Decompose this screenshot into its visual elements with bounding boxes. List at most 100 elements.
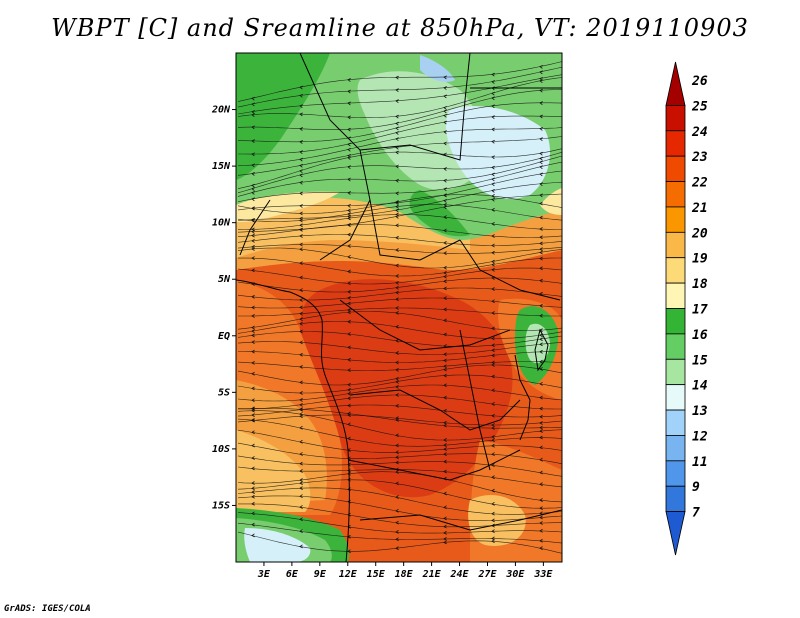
lon-tick-label: 3E xyxy=(257,569,271,580)
field-north-18b xyxy=(540,188,562,215)
streamline-arrow xyxy=(299,544,303,549)
streamline-arrow xyxy=(299,517,303,522)
colorbar-label: 19 xyxy=(692,252,708,267)
streamline xyxy=(237,267,562,285)
streamline-arrow xyxy=(443,469,447,474)
streamline-arrow xyxy=(395,433,399,438)
streamline-arrow xyxy=(491,539,495,544)
streamline-arrow xyxy=(539,137,543,141)
streamline-arrow xyxy=(539,546,543,550)
streamline-arrow xyxy=(395,297,399,302)
streamline xyxy=(237,74,562,115)
colorbar-swatch xyxy=(665,181,686,208)
streamline-arrow xyxy=(299,412,303,416)
streamline-arrow xyxy=(299,157,303,162)
streamline-arrow xyxy=(443,94,447,99)
streamline-arrow xyxy=(539,414,543,419)
streamline-arrow xyxy=(539,445,543,450)
streamline xyxy=(237,287,562,301)
streamline xyxy=(237,247,562,269)
colorbar-label: 9 xyxy=(692,480,700,495)
streamline-arrow xyxy=(299,305,303,310)
streamline-arrow xyxy=(299,85,303,90)
lat-tick-label: 10S xyxy=(212,444,230,455)
streamline xyxy=(237,414,562,426)
streamline-arrow xyxy=(299,261,303,266)
streamline-arrow xyxy=(539,165,543,170)
streamline-arrow xyxy=(443,307,447,312)
streamline-arrow xyxy=(251,418,255,422)
streamline-arrow xyxy=(539,521,543,525)
streamline-arrow xyxy=(299,439,303,444)
streamline-arrow xyxy=(539,235,543,240)
streamline-arrow xyxy=(251,349,255,354)
streamline-arrow xyxy=(491,182,495,187)
streamline-arrow xyxy=(443,240,447,245)
streamline-arrow xyxy=(539,313,543,318)
footer-credit: GrADS: IGES/COLA xyxy=(4,604,91,614)
field-north-14 xyxy=(445,106,550,199)
streamline-arrow xyxy=(347,512,351,517)
streamline-arrow xyxy=(395,376,399,381)
field-west-20 xyxy=(236,430,311,512)
streamline xyxy=(237,89,562,131)
streamline-arrow xyxy=(299,425,303,430)
streamline-arrow xyxy=(251,533,255,538)
streamline-arrow xyxy=(395,460,399,465)
streamline xyxy=(237,155,562,197)
streamline-arrow xyxy=(539,457,543,462)
border-segment xyxy=(349,389,521,431)
streamline-arrow xyxy=(443,75,447,80)
streamline-arrow xyxy=(299,486,303,490)
streamline xyxy=(238,503,562,528)
streamline-arrow xyxy=(395,212,399,217)
streamline-arrow xyxy=(443,109,447,114)
streamline-arrow xyxy=(251,294,255,299)
streamline-arrow xyxy=(299,380,303,385)
colorbar-swatch xyxy=(665,231,686,259)
streamline-arrow xyxy=(491,299,495,304)
border-segment xyxy=(359,53,471,161)
streamline-arrow xyxy=(251,172,255,176)
colorbar-label: 16 xyxy=(692,328,708,343)
streamline-arrow xyxy=(299,191,303,196)
streamline-arrow xyxy=(443,318,447,323)
border-segment xyxy=(339,299,511,351)
streamline xyxy=(237,418,562,447)
streamline-arrow xyxy=(443,420,447,425)
streamline-arrow xyxy=(491,207,495,212)
streamline-arrow xyxy=(539,337,543,342)
streamline-arrow xyxy=(443,193,447,198)
streamline-arrow xyxy=(395,338,399,343)
streamline-arrow xyxy=(347,115,351,120)
streamline-arrow xyxy=(491,348,495,353)
lon-tick-label: 33E xyxy=(533,569,553,580)
streamline-arrow xyxy=(491,91,495,96)
streamline-arrow xyxy=(491,127,495,132)
streamline-arrow xyxy=(251,191,255,195)
streamline xyxy=(237,384,562,402)
streamline-arrow xyxy=(395,495,399,499)
streamline-arrow xyxy=(491,262,495,267)
streamline-arrow xyxy=(539,101,543,105)
streamline-arrow xyxy=(251,413,255,417)
streamline-arrow xyxy=(443,516,447,521)
streamline-arrow xyxy=(443,167,447,171)
streamline xyxy=(237,341,562,355)
streamline-arrow xyxy=(539,79,543,84)
streamline-arrow xyxy=(299,247,303,252)
streamline-arrow xyxy=(347,203,351,208)
colorbar-label: 25 xyxy=(691,99,708,114)
colorbar-label: 7 xyxy=(692,506,700,521)
streamline-arrow xyxy=(491,536,495,541)
streamline-arrow xyxy=(251,501,255,506)
streamline xyxy=(237,471,562,503)
streamline xyxy=(237,408,562,429)
streamline-arrow xyxy=(299,391,303,395)
streamline xyxy=(237,66,562,108)
streamline-arrow xyxy=(251,408,255,413)
streamline-arrow xyxy=(395,235,399,240)
streamline-arrow xyxy=(299,173,303,178)
streamline-arrow xyxy=(443,130,447,134)
lon-tick-label: 15E xyxy=(367,569,386,580)
